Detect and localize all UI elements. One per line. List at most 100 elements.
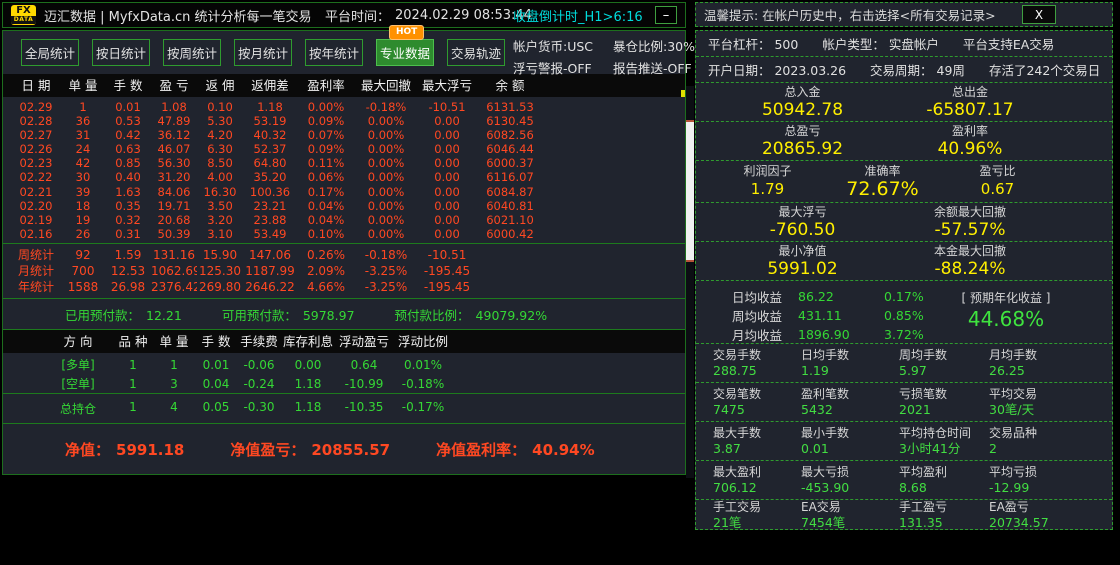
table-cell: 0.31 <box>115 226 141 241</box>
stat-cell: 交易手数 288.75 <box>713 348 801 379</box>
table-cell: 0.00% <box>367 170 405 185</box>
stat-cell: 最小净值 5991.02 <box>710 244 895 279</box>
table-cell: 0.00% <box>307 100 345 114</box>
table-cell: 0.40 <box>115 170 141 185</box>
daily-return-row: 日均收益 86.22 0.17% <box>696 287 1112 306</box>
table-cell: 1 <box>129 376 137 391</box>
logo-data-text: DATA <box>11 16 36 24</box>
hot-badge: HOT <box>389 25 425 40</box>
table-row: 年统计 1588 26.98 2376.42 269.80 2646.22 4.66% -3.… <box>11 279 685 295</box>
table-cell: -10.35 <box>344 400 384 414</box>
stat-label: 交易品种 <box>989 425 1038 440</box>
table-cell: 3.10 <box>207 226 233 241</box>
scroll-marker <box>681 90 685 97</box>
stat-label: 盈利笔数 <box>801 386 850 401</box>
table-cell: 4.66% <box>306 280 346 294</box>
stat-label: 最大盈利 <box>713 464 762 479</box>
stat-value: 5991.02 <box>767 258 838 279</box>
stat-label: 月均手数 <box>989 347 1038 362</box>
stat-value: -760.50 <box>769 219 836 240</box>
tab-1[interactable]: 全局统计 <box>21 39 79 66</box>
stat-cell: 平均交易 30笔/天 <box>989 387 1037 418</box>
table-cell: 月统计 <box>17 264 54 278</box>
table-cell: 余 额 <box>495 78 525 93</box>
table-cell: -195.45 <box>423 264 471 278</box>
table-cell: 1 <box>129 358 137 372</box>
tip-bar: 温馨提示: 在帐户历史中，右击选择<所有交易记录> X <box>695 2 1113 27</box>
table-cell: -0.17% <box>401 400 445 414</box>
table-cell: 1.63 <box>115 184 141 199</box>
table-cell: 53.49 <box>253 226 287 241</box>
stat-label: 盈亏比 <box>979 164 1016 178</box>
table-cell: 3 <box>170 376 178 391</box>
table-cell: 39 <box>75 184 91 199</box>
table-cell: 2646.22 <box>245 280 295 294</box>
table-cell: 18 <box>75 198 91 213</box>
table-cell: 15.90 <box>202 248 238 262</box>
table-cell: 6021.10 <box>486 212 534 227</box>
tab-3[interactable]: 按周统计 <box>163 39 221 66</box>
table-cell: 35.20 <box>253 170 287 185</box>
table-cell: 0.00% <box>367 128 405 143</box>
stat-cell: 周均手数 5.97 <box>899 348 989 379</box>
close-countdown: 收盘倒计时_H1>6:16 <box>513 9 643 25</box>
tab-7[interactable]: 交易轨迹 <box>447 39 505 66</box>
position-table-header: 方 向 品 种单 量手 数手续费 库存利息 浮动盈亏 浮动比例 <box>3 330 685 353</box>
scrollbar-thumb[interactable] <box>686 120 694 262</box>
table-cell: 0.00% <box>367 114 405 129</box>
table-cell: 2.09% <box>306 264 346 278</box>
account-type: 帐户类型： 实盘帐户 <box>822 37 939 52</box>
table-cell: -0.18% <box>364 248 408 262</box>
table-cell: 0.00 <box>434 226 460 241</box>
table-cell: 最大回撤 <box>360 78 411 93</box>
equity-rate: 净值盈利率： 40.94% <box>436 439 595 460</box>
equity: 净值： 5991.18 <box>65 439 184 460</box>
table-cell: 0.00% <box>367 212 405 227</box>
table-cell: 0.09% <box>307 142 345 157</box>
table-cell: -10.51 <box>428 100 466 114</box>
table-cell: 100.36 <box>249 184 291 199</box>
table-cell: -195.45 <box>423 280 471 294</box>
margin-ratio-label: 预付款比例： <box>394 307 470 323</box>
weekly-return-pct: 0.85% <box>884 308 924 323</box>
table-cell: 6046.44 <box>486 142 534 157</box>
stat-value: -453.90 <box>801 479 850 495</box>
stat-cell: 手工交易 21笔 <box>713 500 801 531</box>
divider <box>3 329 685 330</box>
table-row: 02.16 26 0.31 50.39 3.10 53.49 0.10% 0.00% 0.00 6… <box>11 227 685 241</box>
tab-6[interactable]: 专业数据 <box>376 39 434 66</box>
table-cell: 6130.45 <box>486 114 534 129</box>
table-cell: 36 <box>75 114 91 129</box>
table-cell: 0.01% <box>403 358 443 372</box>
table-row: 02.23 42 0.85 56.30 8.50 64.80 0.11% 0.00% 0.00 6… <box>11 156 685 170</box>
table-cell: 0.04 <box>202 376 230 391</box>
table-cell: 20.68 <box>157 212 191 227</box>
minimize-button[interactable]: – <box>655 6 677 24</box>
tab-bar: 全局统计 按日统计 按周统计 按月统计 按年统计 专业数据 交易轨迹 <box>21 39 505 66</box>
stat-label: 准确率 <box>864 164 901 178</box>
table-cell: 0.00 <box>434 170 460 185</box>
stat-value: 0.01 <box>801 440 829 456</box>
table-cell: 0.11% <box>307 156 345 171</box>
table-cell: 手续费 <box>240 334 278 349</box>
stat-value: 3小时41分 <box>899 440 961 456</box>
used-margin-value: 12.21 <box>146 307 182 323</box>
section-lot-sizes: 最大手数 3.87 最小手数 0.01 平均持仓时间 3小时41分 交易品种 2 <box>696 422 1112 461</box>
stat-value: 72.67% <box>846 178 919 200</box>
tab-5[interactable]: 按年统计 <box>305 39 363 66</box>
tab-2[interactable]: 按日统计 <box>92 39 150 66</box>
tip-text: 温馨提示: 在帐户历史中，右击选择<所有交易记录> <box>704 8 996 23</box>
table-cell: 0.05 <box>202 400 230 414</box>
table-cell: 700 <box>71 264 95 278</box>
stat-label: 亏损笔数 <box>899 386 948 401</box>
table-cell: 返 佣 <box>205 78 235 93</box>
table-cell: [空单] <box>61 376 95 391</box>
tab-4[interactable]: 按月统计 <box>234 39 292 66</box>
stat-cell: 最大盈利 706.12 <box>713 465 801 496</box>
close-button[interactable]: X <box>1022 5 1056 24</box>
table-cell: 31.20 <box>157 170 191 185</box>
table-cell: 浮动盈亏 <box>338 334 389 349</box>
stat-cell: 最小手数 0.01 <box>801 426 899 457</box>
section-lots: 交易手数 288.75 日均手数 1.19 周均手数 5.97 月均手数 26.25 <box>696 344 1112 383</box>
stat-value: 706.12 <box>713 479 757 495</box>
